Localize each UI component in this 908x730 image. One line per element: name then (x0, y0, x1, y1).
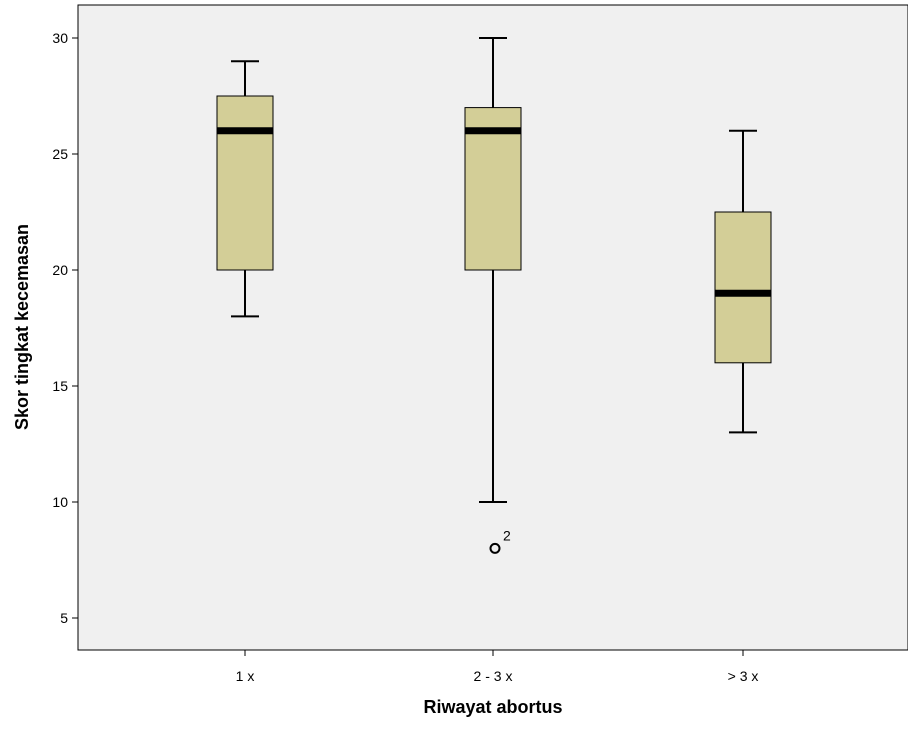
y-tick-label: 10 (52, 494, 68, 510)
y-tick-label: 5 (60, 610, 68, 626)
box-2: 2 (464, 37, 522, 554)
y-tick-label: 15 (52, 378, 68, 394)
iqr-box (714, 211, 772, 364)
y-tick-label: 30 (52, 30, 68, 46)
y-axis-title: Skor tingkat kecemasan (12, 224, 32, 430)
outlier-label: 2 (503, 527, 511, 543)
y-tick-label: 25 (52, 146, 68, 162)
x-tick-label: 2 - 3 x (474, 668, 513, 684)
box-1 (216, 60, 274, 318)
iqr-box (464, 107, 522, 271)
y-axis: 5 10 15 20 25 30 (52, 30, 78, 626)
iqr-box (216, 95, 274, 271)
x-axis-title: Riwayat abortus (423, 697, 562, 717)
outlier-point (489, 542, 501, 554)
x-axis: 1 x 2 - 3 x > 3 x (236, 650, 759, 684)
x-tick-label: 1 x (236, 668, 255, 684)
x-tick-label: > 3 x (728, 668, 759, 684)
box-3 (714, 129, 772, 434)
y-tick-label: 20 (52, 262, 68, 278)
box-group: 2 (216, 37, 772, 554)
